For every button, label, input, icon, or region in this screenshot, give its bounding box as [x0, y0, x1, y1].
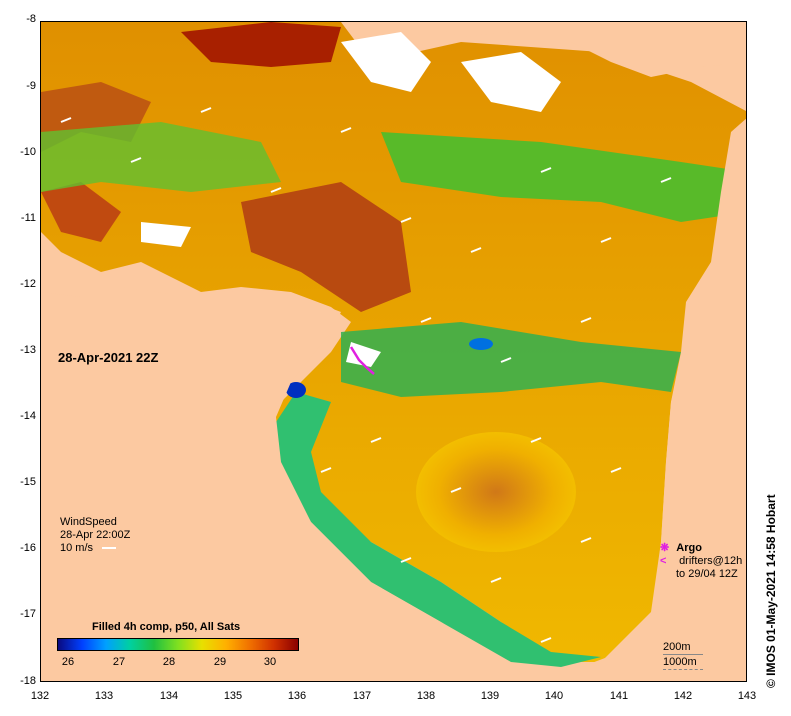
x-tick: 135 [223, 690, 243, 702]
warm-patch-north [181, 22, 341, 67]
argo-legend: ❋ Argo < drifters@12h to 29/04 12Z [660, 542, 742, 581]
drifters-line1: drifters@12h [679, 555, 743, 567]
colorbar-tick: 28 [162, 656, 176, 668]
cool-band-west [41, 122, 281, 192]
y-tick: -17 [20, 608, 36, 620]
x-tick: 133 [94, 690, 114, 702]
cold-spot-west [286, 382, 306, 398]
date-label: 28-Apr-2021 22Z [58, 350, 159, 365]
drifter-track-icon: < [660, 555, 667, 567]
cloud-gap-3 [141, 222, 191, 247]
drifters-line2: to 29/04 12Z [676, 568, 738, 580]
x-tick: 138 [416, 690, 436, 702]
y-tick: -9 [26, 80, 36, 92]
colorbar [57, 638, 299, 651]
cool-band-north [381, 132, 746, 222]
land-arnhem [41, 287, 538, 681]
y-tick: -13 [20, 344, 36, 356]
legend-title: Filled 4h comp, p50, All Sats [92, 621, 241, 633]
land-png [421, 22, 746, 77]
gulf-warm-core [416, 432, 576, 552]
x-tick: 136 [287, 690, 307, 702]
cold-spot-east [469, 338, 493, 350]
x-tick: 140 [544, 690, 564, 702]
x-tick: 134 [159, 690, 179, 702]
y-tick: -12 [20, 278, 36, 290]
wind-scale-row: 10 m/s [60, 542, 130, 555]
coastal-fringe [276, 392, 601, 667]
y-tick: -16 [20, 542, 36, 554]
wind-title: WindSpeed [60, 516, 117, 528]
argo-row: ❋ Argo [660, 542, 742, 555]
colorbar-tick: 29 [213, 656, 227, 668]
y-tick: -10 [20, 146, 36, 158]
x-tick: 142 [673, 690, 693, 702]
y-tick: -11 [20, 212, 36, 224]
cool-band-middle [341, 322, 681, 397]
credit-label: © IMOS 01-May-2021 14:58 Hobart [764, 494, 778, 688]
wind-vectors [60, 107, 672, 643]
depth-contour-legend: 200m 1000m [663, 640, 703, 670]
y-tick: -15 [20, 476, 36, 488]
map-panel [40, 21, 747, 682]
x-tick: 143 [737, 690, 757, 702]
x-tick: 137 [352, 690, 372, 702]
argo-float-icon: ❋ [660, 542, 670, 554]
sst-field [41, 22, 746, 681]
wind-time: 28-Apr 22:00Z [60, 529, 131, 541]
land-cape-york [581, 118, 746, 681]
warm-patch-west2 [41, 182, 121, 242]
cloud-gap-2 [461, 52, 561, 112]
contour-200m: 200m [663, 640, 703, 655]
colorbar-tick: 26 [61, 656, 75, 668]
x-tick: 141 [609, 690, 629, 702]
argo-label: Argo [676, 542, 702, 554]
wind-key: WindSpeed 28-Apr 22:00Z 10 m/s [60, 516, 130, 555]
y-tick: -18 [20, 675, 36, 687]
wind-arrow-icon [102, 547, 117, 550]
wind-scale-label: 10 m/s [60, 542, 94, 554]
argo-drifter-track [349, 346, 375, 375]
warm-patch-center [241, 182, 411, 312]
y-tick: -8 [26, 13, 36, 25]
x-tick: 139 [480, 690, 500, 702]
y-tick: -14 [20, 410, 36, 422]
colorbar-tick: 30 [263, 656, 277, 668]
cloud-gap-1 [341, 32, 431, 92]
x-tick: 132 [30, 690, 50, 702]
contour-1000m: 1000m [663, 655, 703, 670]
drifter-row: < drifters@12h [660, 555, 742, 568]
colorbar-tick: 27 [112, 656, 126, 668]
cloud-gap-4 [346, 342, 381, 367]
